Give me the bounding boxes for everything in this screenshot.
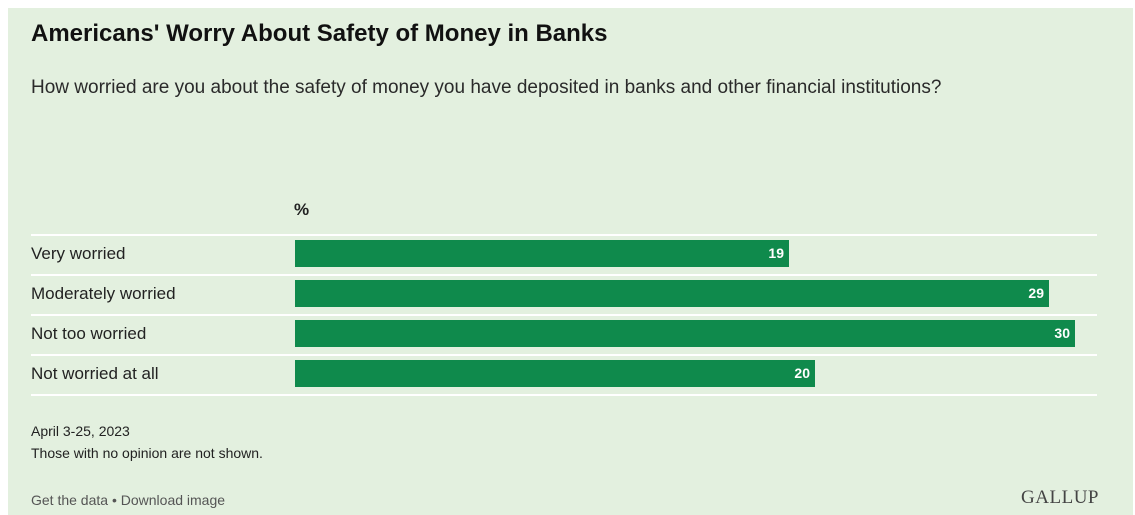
bar-value-label: 19	[768, 245, 784, 261]
bar-value-label: 30	[1054, 325, 1070, 341]
category-label: Not worried at all	[31, 364, 159, 383]
bar: 19	[295, 240, 789, 267]
chart-title: Americans' Worry About Safety of Money i…	[31, 20, 608, 47]
unit-label: %	[294, 200, 310, 219]
bar: 30	[295, 320, 1075, 347]
chart-card: Americans' Worry About Safety of Money i…	[8, 8, 1133, 515]
chart-question: How worried are you about the safety of …	[31, 77, 942, 98]
row-divider	[31, 394, 1097, 396]
category-label: Moderately worried	[31, 284, 176, 303]
gallup-logo: GALLUP	[1021, 487, 1099, 508]
bar-value-label: 20	[794, 365, 810, 381]
row-divider	[31, 314, 1097, 316]
bar: 20	[295, 360, 815, 387]
row-divider	[31, 234, 1097, 236]
category-label: Not too worried	[31, 324, 147, 343]
chart-note: Those with no opinion are not shown.	[31, 445, 263, 461]
get-data-link[interactable]: Get the data	[31, 492, 109, 508]
row-divider	[31, 354, 1097, 356]
bar: 29	[295, 280, 1049, 307]
row-divider	[31, 274, 1097, 276]
footer-links: Get the data • Download image	[31, 492, 225, 508]
footer-separator: •	[108, 492, 121, 508]
download-image-link[interactable]: Download image	[120, 492, 226, 508]
bar-value-label: 29	[1028, 285, 1044, 301]
category-label: Very worried	[31, 244, 126, 263]
survey-date: April 3-25, 2023	[31, 423, 130, 439]
